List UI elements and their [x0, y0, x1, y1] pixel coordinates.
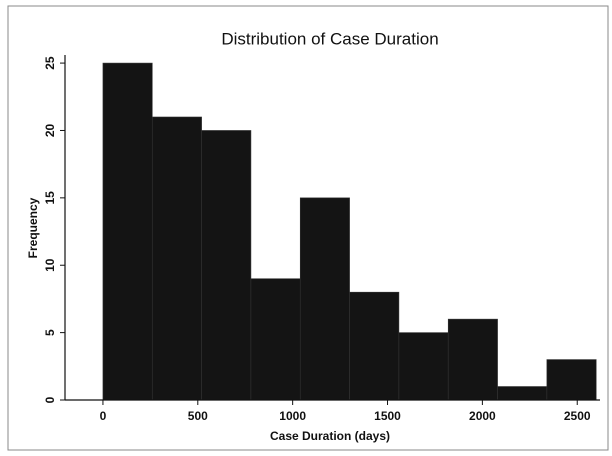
y-tick-label: 10 — [43, 258, 57, 272]
x-tick-label: 1500 — [374, 409, 401, 423]
x-tick-label: 0 — [100, 409, 107, 423]
bar — [102, 62, 153, 401]
y-tick-label: 25 — [43, 56, 57, 70]
bar — [497, 386, 548, 401]
y-tick-label: 0 — [43, 396, 57, 403]
x-tick-label: 1000 — [279, 409, 306, 423]
bar — [349, 291, 400, 401]
bar — [447, 318, 498, 401]
x-tick-label: 2500 — [564, 409, 591, 423]
bar — [151, 116, 202, 401]
x-tick-label: 500 — [188, 409, 208, 423]
bar — [398, 332, 449, 401]
y-axis-label: Frequency — [26, 197, 40, 258]
bar — [250, 278, 301, 401]
bar — [299, 197, 350, 401]
y-tick-label: 20 — [43, 123, 57, 137]
chart-title: Distribution of Case Duration — [221, 29, 438, 48]
x-axis-label: Case Duration (days) — [270, 429, 390, 443]
bar — [201, 130, 252, 401]
y-tick-label: 15 — [43, 191, 57, 205]
x-tick-label: 2000 — [469, 409, 496, 423]
bar — [546, 359, 597, 401]
y-tick-label: 5 — [43, 329, 57, 336]
